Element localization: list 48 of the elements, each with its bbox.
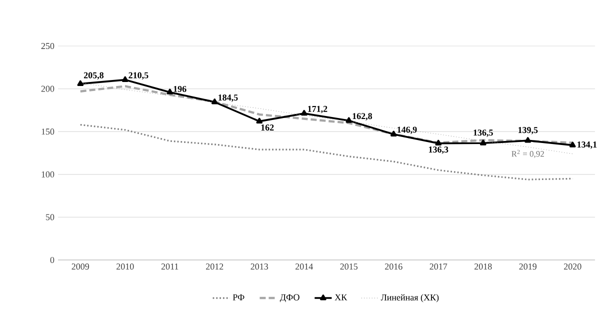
y-tick-label: 100 — [42, 171, 54, 178]
point — [435, 140, 442, 146]
point — [300, 110, 308, 116]
x-tick-label: 2015 — [340, 264, 358, 270]
point — [166, 88, 174, 94]
data-label: 134,1 — [578, 142, 597, 149]
data-label: 210,5 — [128, 72, 148, 80]
x-tick-label: 2016 — [385, 264, 402, 270]
point — [346, 117, 352, 123]
data-label: 136,3 — [428, 146, 448, 154]
point — [390, 130, 397, 136]
x-tick-label: 2011 — [161, 264, 178, 270]
data-label: 136,5 — [474, 130, 493, 137]
x-tick-label: 2018 — [474, 264, 492, 270]
x-tick-label: 2012 — [206, 264, 224, 270]
x-tick-label: 2020 — [564, 264, 582, 270]
y-tick-label: 250 — [41, 42, 54, 50]
x-tick-label: 2010 — [116, 264, 134, 270]
data-label: 171,2 — [308, 106, 328, 114]
y-tick-label: 50 — [46, 214, 54, 220]
data-label: 139,5 — [518, 127, 538, 134]
x-tick-label: 2019 — [519, 264, 536, 270]
point — [256, 118, 263, 124]
legend-label: Линейная (ХК) — [380, 294, 439, 302]
y-tick-label: 200 — [41, 86, 54, 92]
point — [122, 76, 128, 82]
point — [524, 137, 532, 143]
x-tick-label: 2013 — [250, 264, 268, 270]
data-label: 196 — [174, 86, 186, 92]
line-series — [80, 124, 574, 180]
y-tick-label: 0 — [50, 256, 54, 264]
x-tick-label: 2017 — [430, 264, 448, 270]
point — [569, 142, 576, 148]
data-label: 146,9 — [398, 126, 417, 134]
legend-label: РФ — [232, 294, 244, 300]
legend-label: ХК — [334, 294, 348, 300]
data-label: 205,8 — [84, 72, 104, 80]
point — [480, 140, 486, 146]
data-label: 162,8 — [352, 113, 372, 120]
point — [211, 98, 218, 104]
point — [77, 80, 84, 86]
x-tick-label: 2009 — [72, 264, 90, 270]
legend-label: ДФО — [280, 294, 300, 302]
data-label: 162 — [261, 124, 274, 131]
annotation: R$^{2}$ = 0,92 — [512, 150, 544, 158]
data-label: 184,5 — [218, 94, 238, 102]
x-tick-label: 2014 — [296, 264, 313, 270]
y-tick-label: 150 — [42, 128, 54, 135]
